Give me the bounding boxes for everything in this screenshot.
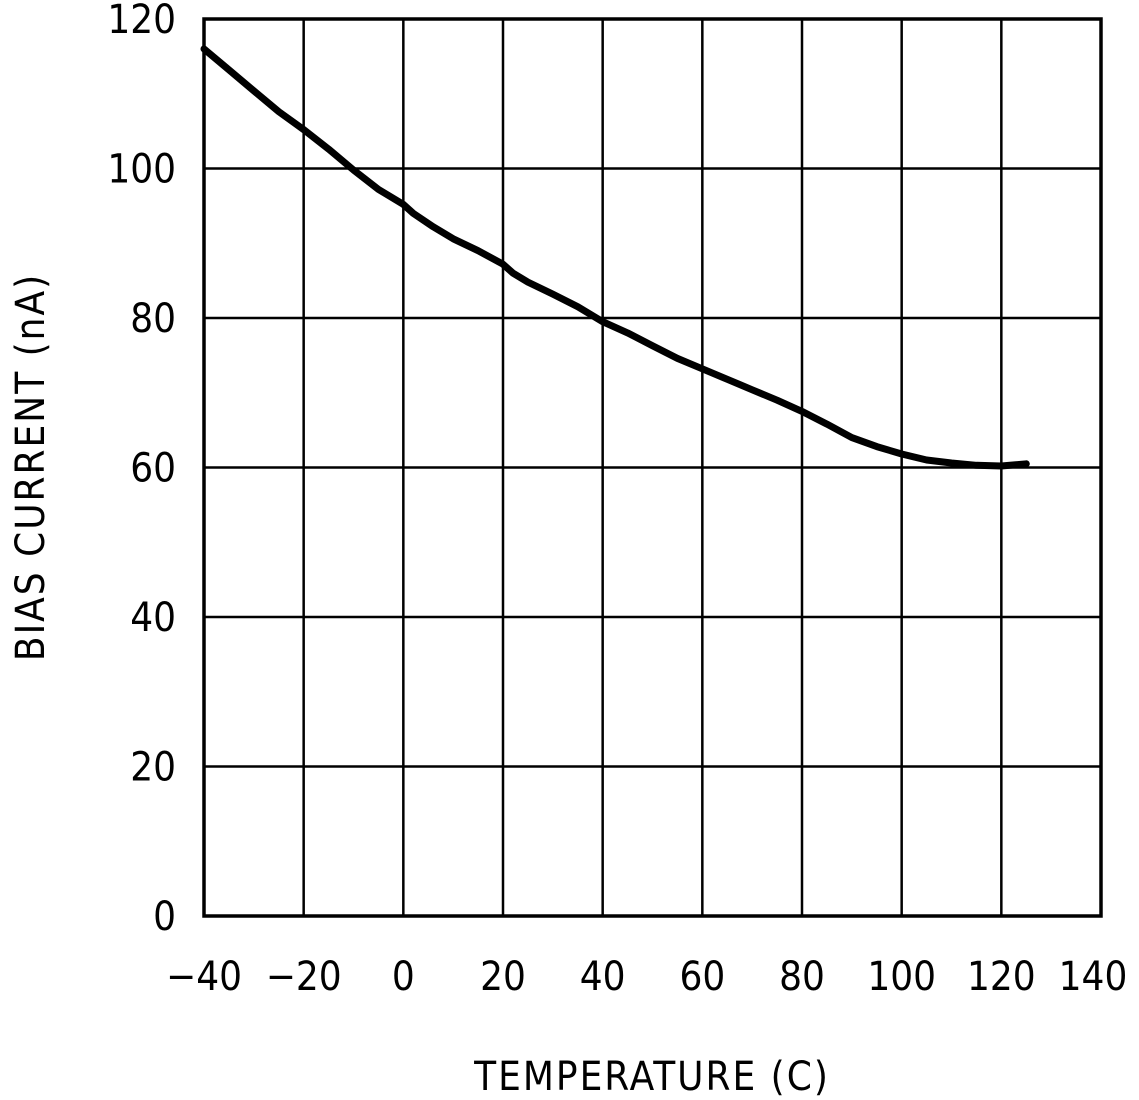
x-tick-label: 0 xyxy=(392,954,415,1000)
x-tick-label: 40 xyxy=(580,954,626,1000)
y-tick-label: 0 xyxy=(153,894,176,940)
x-tick-label: 120 xyxy=(967,954,1036,1000)
x-tick-label: −40 xyxy=(166,954,242,1000)
x-tick-labels: −40 −20 0 20 40 60 80 100 120 140 xyxy=(166,954,1127,1000)
series-line-bias-current xyxy=(200,45,1030,470)
y-tick-label: 40 xyxy=(130,595,176,641)
x-tick-label: 100 xyxy=(867,954,936,1000)
x-axis-label: TEMPERATURE (C) xyxy=(473,1054,830,1100)
plot-frame xyxy=(202,17,1103,918)
y-tick-labels: 0 20 40 60 80 100 120 xyxy=(107,0,176,940)
y-tick-label: 100 xyxy=(107,147,176,193)
y-tick-label: 20 xyxy=(130,745,176,791)
x-tick-label: 20 xyxy=(480,954,526,1000)
x-tick-label: 140 xyxy=(1059,954,1128,1000)
y-tick-label: 80 xyxy=(130,296,176,342)
y-axis-label: BIAS CURRENT (nA) xyxy=(8,273,54,661)
y-tick-label: 120 xyxy=(107,0,176,43)
series-group xyxy=(200,45,1030,470)
x-tick-label: 60 xyxy=(679,954,725,1000)
x-tick-label: 80 xyxy=(779,954,825,1000)
y-tick-label: 60 xyxy=(130,446,176,492)
x-tick-label: −20 xyxy=(266,954,342,1000)
